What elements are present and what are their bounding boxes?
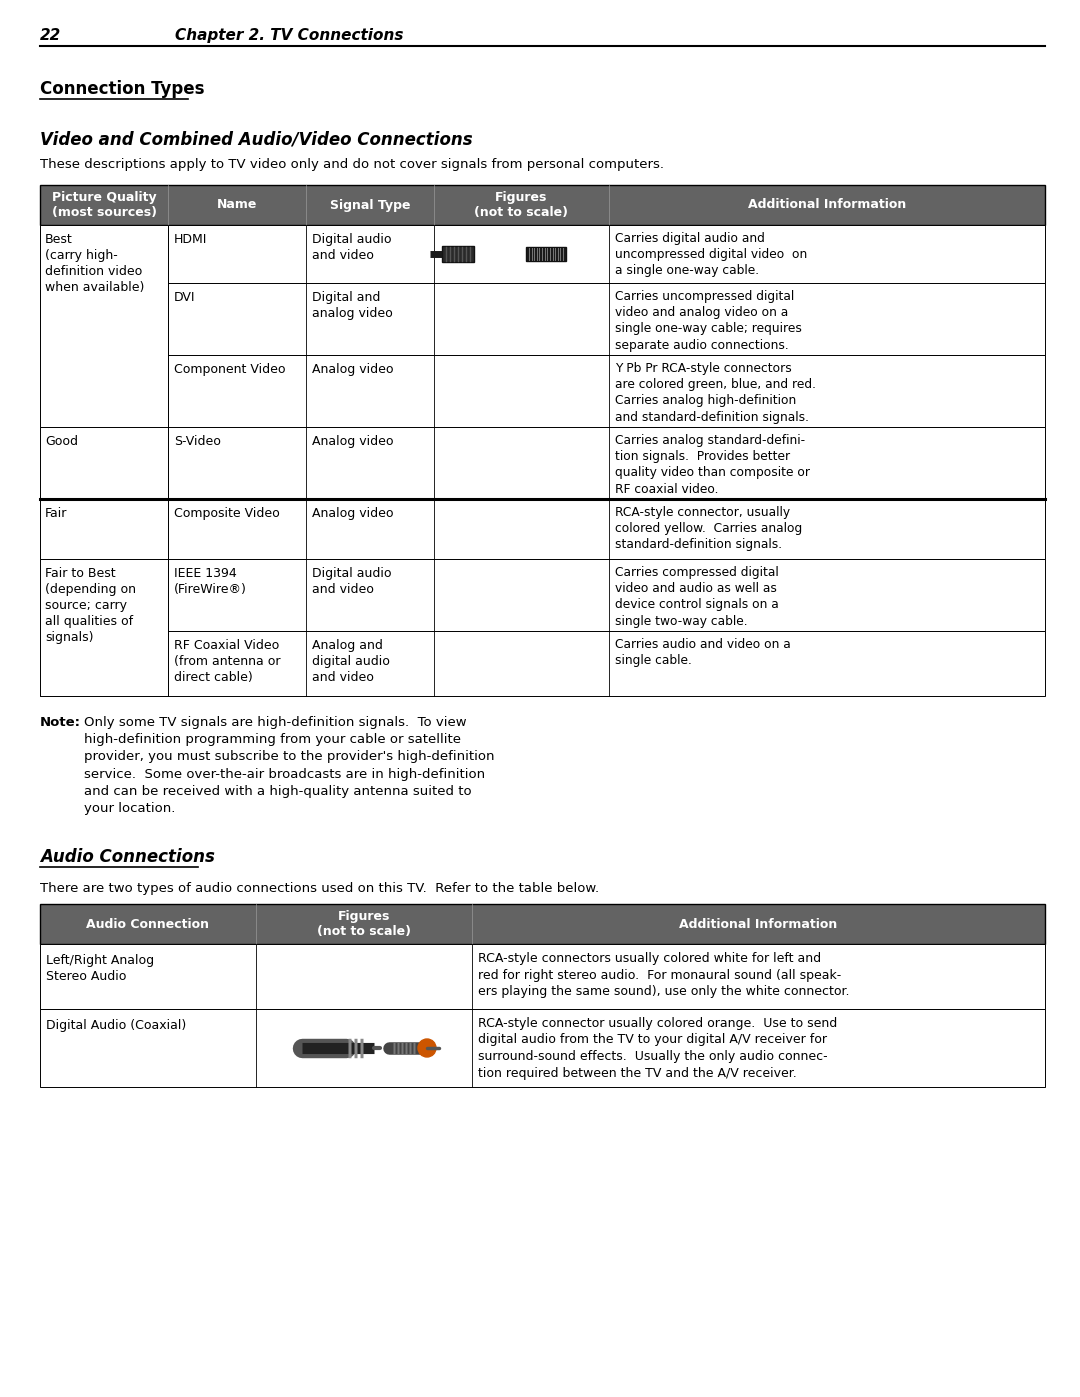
Text: 22: 22 <box>40 28 62 43</box>
Text: Carries uncompressed digital
video and analog video on a
single one-way cable; r: Carries uncompressed digital video and a… <box>615 291 801 352</box>
Text: Analog video: Analog video <box>312 507 393 520</box>
Text: Name: Name <box>217 198 257 211</box>
Text: RCA-style connectors usually colored white for left and
red for right stereo aud: RCA-style connectors usually colored whi… <box>478 951 850 997</box>
Bar <box>40 225 168 427</box>
Text: IEEE 1394
(FireWire®): IEEE 1394 (FireWire®) <box>174 567 247 597</box>
Text: Note:: Note: <box>40 717 81 729</box>
Bar <box>40 225 1045 284</box>
Text: Fair: Fair <box>45 507 67 520</box>
Text: These descriptions apply to TV video only and do not cover signals from personal: These descriptions apply to TV video onl… <box>40 158 664 170</box>
Text: Y Pb Pr RCA-style connectors
are colored green, blue, and red.
Carries analog hi: Y Pb Pr RCA-style connectors are colored… <box>615 362 816 423</box>
Bar <box>40 427 168 499</box>
Text: Good: Good <box>45 434 78 448</box>
Text: Analog video: Analog video <box>312 434 393 448</box>
Bar <box>40 499 1045 559</box>
Text: Component Video: Component Video <box>174 363 285 376</box>
Bar <box>40 284 1045 355</box>
Text: Digital Audio (Coaxial): Digital Audio (Coaxial) <box>46 1018 186 1032</box>
Text: Composite Video: Composite Video <box>174 507 280 520</box>
Text: Best
(carry high-
definition video
when available): Best (carry high- definition video when … <box>45 233 145 293</box>
Text: Connection Types: Connection Types <box>40 80 204 98</box>
Bar <box>40 904 1045 944</box>
Text: Figures
(not to scale): Figures (not to scale) <box>474 191 568 219</box>
Bar <box>40 355 1045 427</box>
Bar <box>40 559 1045 631</box>
Text: Picture Quality
(most sources): Picture Quality (most sources) <box>52 191 157 219</box>
Bar <box>40 499 168 559</box>
Bar <box>526 247 566 261</box>
Text: Fair to Best
(depending on
source; carry
all qualities of
signals): Fair to Best (depending on source; carry… <box>45 567 136 644</box>
Text: Additional Information: Additional Information <box>747 198 906 211</box>
Text: There are two types of audio connections used on this TV.  Refer to the table be: There are two types of audio connections… <box>40 882 599 895</box>
Text: Chapter 2. TV Connections: Chapter 2. TV Connections <box>175 28 404 43</box>
Text: Audio Connection: Audio Connection <box>86 918 210 930</box>
Text: Analog and
digital audio
and video: Analog and digital audio and video <box>312 638 390 685</box>
Text: S-Video: S-Video <box>174 434 221 448</box>
Text: RCA-style connector, usually
colored yellow.  Carries analog
standard-definition: RCA-style connector, usually colored yel… <box>615 506 802 552</box>
Bar <box>442 246 474 263</box>
Text: HDMI: HDMI <box>174 233 207 246</box>
Bar <box>40 1009 1045 1087</box>
Text: Carries analog standard-defini-
tion signals.  Provides better
quality video tha: Carries analog standard-defini- tion sig… <box>615 434 810 496</box>
Bar <box>40 427 1045 499</box>
Circle shape <box>418 1039 436 1058</box>
Text: Carries digital audio and
uncompressed digital video  on
a single one-way cable.: Carries digital audio and uncompressed d… <box>615 232 807 278</box>
Text: Left/Right Analog
Stereo Audio: Left/Right Analog Stereo Audio <box>46 954 154 983</box>
Text: Digital audio
and video: Digital audio and video <box>312 567 391 597</box>
Text: RF Coaxial Video
(from antenna or
direct cable): RF Coaxial Video (from antenna or direct… <box>174 638 281 685</box>
Text: Audio Connections: Audio Connections <box>40 848 215 866</box>
Bar <box>40 184 1045 225</box>
Text: Analog video: Analog video <box>312 363 393 376</box>
Text: Figures
(not to scale): Figures (not to scale) <box>318 909 411 939</box>
Text: RCA-style connector usually colored orange.  Use to send
digital audio from the : RCA-style connector usually colored oran… <box>478 1017 837 1080</box>
Text: Signal Type: Signal Type <box>329 198 410 211</box>
Text: Video and Combined Audio/Video Connections: Video and Combined Audio/Video Connectio… <box>40 130 473 148</box>
Text: Carries compressed digital
video and audio as well as
device control signals on : Carries compressed digital video and aud… <box>615 566 779 627</box>
Text: Only some TV signals are high-definition signals.  To view
high-definition progr: Only some TV signals are high-definition… <box>84 717 495 814</box>
Text: Additional Information: Additional Information <box>679 918 838 930</box>
Text: Digital and
analog video: Digital and analog video <box>312 291 393 320</box>
Bar <box>40 559 168 696</box>
Bar <box>40 944 1045 1009</box>
Text: Digital audio
and video: Digital audio and video <box>312 233 391 263</box>
Text: DVI: DVI <box>174 291 195 305</box>
Bar <box>40 631 1045 696</box>
Text: Carries audio and video on a
single cable.: Carries audio and video on a single cabl… <box>615 638 791 668</box>
